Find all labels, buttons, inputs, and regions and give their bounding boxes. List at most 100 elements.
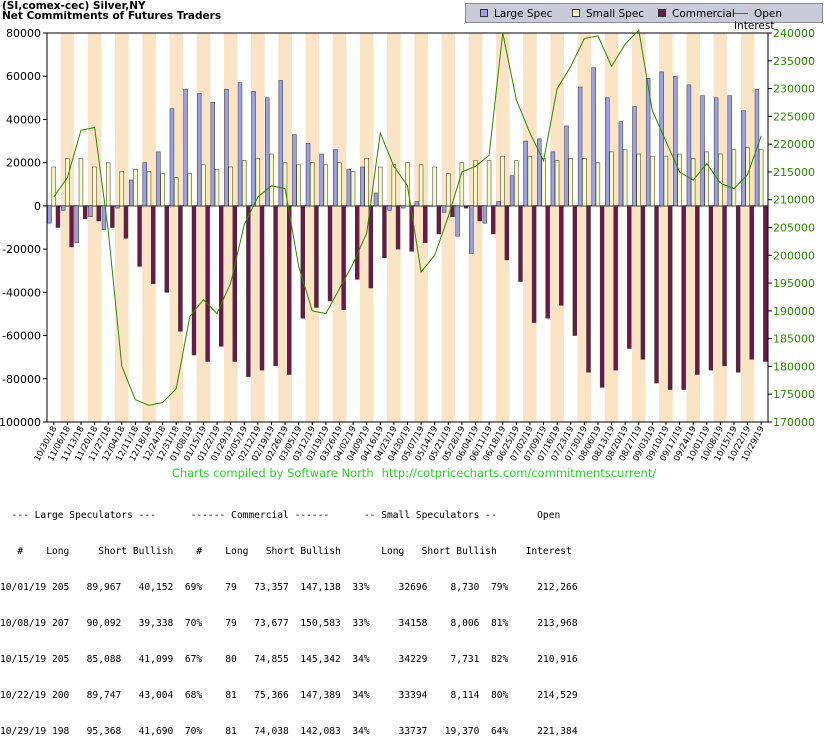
bar-commercial	[205, 205, 210, 362]
bar-small-spec	[514, 160, 519, 207]
bar-commercial	[355, 205, 360, 280]
bar-large-spec	[713, 97, 719, 207]
bar-commercial	[123, 205, 129, 239]
bar-commercial	[341, 205, 346, 310]
y-tick-label: 20000	[6, 157, 41, 170]
bar-commercial	[137, 205, 142, 267]
bar-commercial	[477, 205, 482, 222]
bar-small-spec	[758, 149, 764, 207]
bar-small-spec	[527, 155, 533, 207]
bar-small-spec	[282, 162, 288, 207]
bar-small-spec	[269, 153, 274, 207]
bar-large-spec	[101, 205, 107, 230]
bar-large-spec	[414, 201, 420, 207]
bar-small-spec	[92, 166, 97, 207]
bar-small-spec	[704, 151, 709, 207]
bar-commercial	[450, 205, 455, 217]
bar-commercial	[640, 205, 646, 360]
bar-large-spec	[645, 78, 651, 207]
y2-tick-label: 185000	[773, 333, 815, 346]
bar-large-spec	[550, 151, 556, 207]
bar-small-spec	[446, 173, 451, 207]
bar-small-spec	[554, 160, 560, 207]
bar-large-spec	[292, 134, 297, 207]
bar-commercial	[150, 205, 156, 284]
band	[305, 33, 320, 422]
y-tick-label: -40000	[2, 286, 41, 299]
bar-small-spec	[173, 177, 179, 207]
bar-large-spec	[88, 205, 93, 217]
bar-commercial	[164, 205, 169, 293]
credit-url[interactable]: http://cotpricecharts.com/commitmentscur…	[381, 466, 657, 480]
band	[468, 33, 483, 422]
bar-commercial	[382, 205, 387, 259]
bar-small-spec	[418, 164, 424, 207]
bar-small-spec	[663, 155, 669, 207]
band	[495, 33, 510, 422]
bar-small-spec	[146, 171, 152, 207]
bar-large-spec	[196, 93, 202, 207]
table-row: 10/01/19 205 89,967 40,152 69% 79 73,357…	[0, 582, 578, 593]
legend-label-commercial: Commercial	[672, 8, 735, 20]
table-header-groups: --- Large Speculators --- ------ Commerc…	[0, 510, 561, 521]
bar-small-spec	[636, 153, 641, 207]
band	[115, 33, 129, 422]
bar-large-spec	[455, 205, 460, 237]
bar-large-spec	[265, 97, 270, 207]
bar-small-spec	[459, 162, 465, 207]
bar-commercial	[327, 205, 333, 302]
y2-tick-label: 225000	[773, 110, 815, 123]
bar-commercial	[491, 205, 496, 235]
bar-commercial	[395, 205, 401, 250]
bar-large-spec	[700, 95, 705, 207]
legend-label-large-spec: Large Spec	[494, 8, 553, 20]
bar-small-spec	[310, 162, 315, 207]
bar-small-spec	[541, 158, 546, 207]
bar-commercial	[287, 205, 292, 375]
bar-large-spec	[169, 108, 175, 207]
bar-large-spec	[237, 82, 243, 207]
bar-commercial	[681, 205, 686, 390]
legend-swatch-small-spec	[572, 9, 580, 17]
bar-commercial	[735, 205, 741, 373]
bar-commercial	[191, 205, 197, 356]
bar-commercial	[82, 205, 88, 220]
bar-large-spec	[618, 121, 624, 207]
band	[523, 33, 537, 422]
bar-small-spec	[405, 162, 410, 207]
bar-large-spec	[401, 205, 406, 209]
bar-small-spec	[201, 164, 206, 207]
bar-small-spec	[214, 168, 220, 207]
chart-title: (SI,comex-cec) Silver,NY	[2, 0, 146, 12]
bar-commercial	[314, 205, 319, 308]
bar-commercial	[572, 205, 578, 336]
bar-small-spec	[690, 158, 696, 207]
bar-small-spec	[677, 153, 682, 207]
bar-small-spec	[595, 162, 601, 207]
y2-tick-label: 205000	[773, 222, 815, 235]
bar-small-spec	[187, 173, 192, 207]
bar-small-spec	[391, 164, 397, 207]
bar-small-spec	[486, 160, 492, 207]
band	[142, 33, 156, 422]
bar-large-spec	[60, 205, 66, 211]
bar-small-spec	[78, 158, 84, 207]
table-row: 10/22/19 200 89,747 43,004 68% 81 75,366…	[0, 690, 578, 701]
bar-commercial	[110, 205, 115, 228]
bar-large-spec	[564, 125, 569, 207]
bar-commercial	[273, 205, 278, 367]
bar-small-spec	[350, 171, 356, 207]
bar-commercial	[749, 205, 754, 360]
bar-small-spec	[323, 164, 329, 207]
legend-swatch-large-spec	[480, 9, 488, 17]
y2-tick-label: 175000	[773, 388, 815, 401]
y2-tick-label: 210000	[773, 194, 815, 207]
bar-commercial	[722, 205, 727, 367]
y2-tick-label: 220000	[773, 138, 815, 151]
bar-large-spec	[387, 205, 392, 211]
bar-small-spec	[650, 155, 655, 207]
bar-large-spec	[333, 149, 338, 207]
bar-large-spec	[727, 95, 732, 207]
bar-small-spec	[432, 166, 437, 207]
bar-large-spec	[741, 110, 746, 207]
